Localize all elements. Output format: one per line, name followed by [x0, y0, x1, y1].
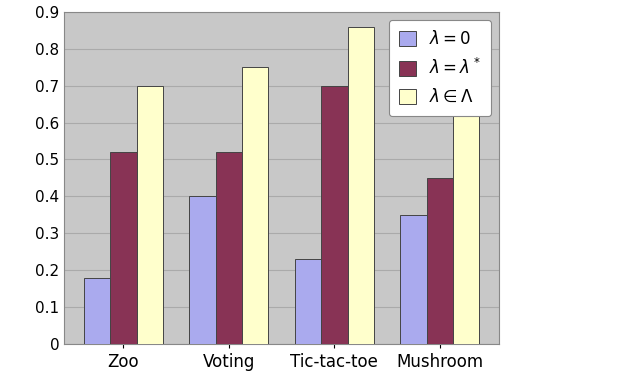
- Bar: [136, 86, 163, 344]
- Bar: [295, 259, 321, 344]
- Bar: [242, 67, 268, 344]
- Bar: [110, 152, 136, 344]
- Bar: [348, 27, 374, 344]
- Bar: [453, 82, 479, 344]
- Bar: [321, 86, 348, 344]
- Bar: [216, 152, 242, 344]
- Bar: [84, 278, 110, 344]
- Bar: [400, 215, 427, 344]
- Bar: [189, 196, 216, 344]
- Legend: $\lambda = 0$, $\lambda = \lambda^*$, $\lambda \in \Lambda$: $\lambda = 0$, $\lambda = \lambda^*$, $\…: [389, 20, 491, 116]
- Bar: [427, 178, 453, 344]
